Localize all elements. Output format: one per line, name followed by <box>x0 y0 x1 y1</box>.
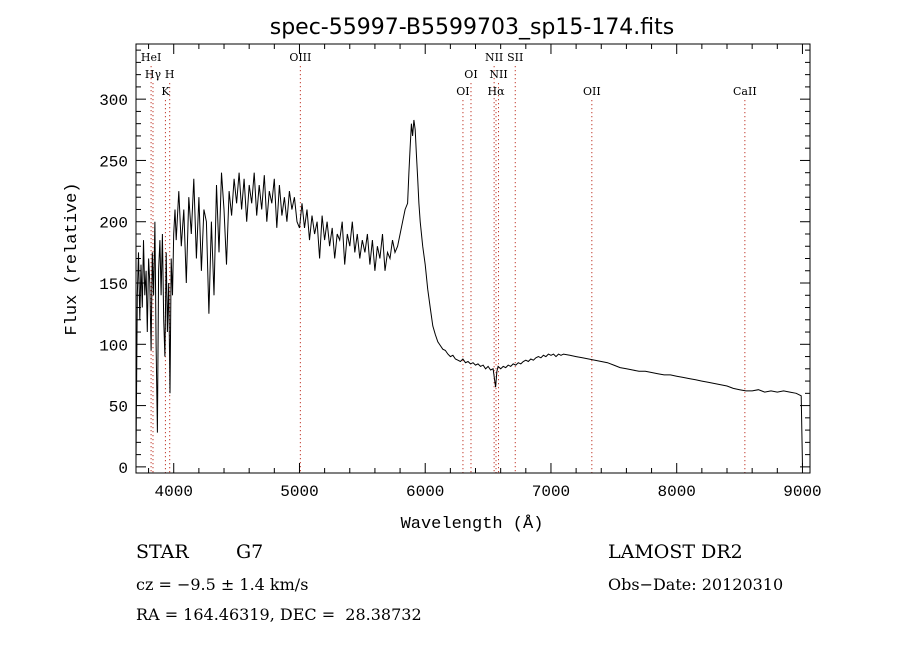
survey-name: LAMOST DR2 <box>608 541 743 563</box>
y-tick-label: 50 <box>109 399 128 417</box>
y-tick-label: 250 <box>99 153 128 171</box>
marker-label: SII <box>507 51 523 64</box>
x-tick-label: 4000 <box>155 483 193 501</box>
y-tick-label: 200 <box>99 215 128 233</box>
marker-label: Hα <box>487 85 505 98</box>
marker-label: OI <box>464 68 477 81</box>
object-subclass: G7 <box>236 541 263 563</box>
marker-label: NII <box>489 68 507 81</box>
x-axis-label: Wavelength (Å) <box>401 515 544 534</box>
y-tick-label: 100 <box>99 337 128 355</box>
marker-label: HeI <box>141 51 161 64</box>
x-tick-label: 5000 <box>280 483 318 501</box>
spectrum-line <box>135 119 803 467</box>
marker-label: CaII <box>733 85 757 98</box>
x-tick-label: 6000 <box>406 483 444 501</box>
marker-label: H <box>165 68 175 81</box>
x-tick-label: 7000 <box>532 483 570 501</box>
obs-date: Obs−Date: 20120310 <box>608 575 783 594</box>
axis-ticks: 4000 5000 6000 7000 8000 9000 0 50 100 150 200 250 3… <box>99 44 822 501</box>
marker-label: Hγ <box>145 68 162 81</box>
marker-label: OI <box>456 85 469 98</box>
x-tick-label: 8000 <box>658 483 696 501</box>
marker-label: OIII <box>289 51 311 64</box>
y-tick-label: 0 <box>118 460 128 478</box>
y-tick-label: 150 <box>99 276 128 294</box>
object-class: STAR <box>136 541 189 563</box>
y-axis-label: Flux (relative) <box>63 182 82 335</box>
y-tick-label: 300 <box>99 92 128 110</box>
marker-label: K <box>161 85 170 98</box>
marker-label: NII <box>485 51 503 64</box>
redshift-text: cz = −9.5 ± 1.4 km/s <box>136 575 308 594</box>
x-tick-label: 9000 <box>783 483 821 501</box>
plot-frame <box>135 43 811 474</box>
chart-title: spec-55997-B5599703_sp15-174.fits <box>270 15 675 40</box>
spectral-line-markers: HeI Hγ HK OIII OI OI NII NII Hα SII OII CaII <box>141 51 757 473</box>
marker-label: OII <box>583 85 601 98</box>
coordinates-text: RA = 164.46319, DEC = 28.38732 <box>136 605 422 624</box>
